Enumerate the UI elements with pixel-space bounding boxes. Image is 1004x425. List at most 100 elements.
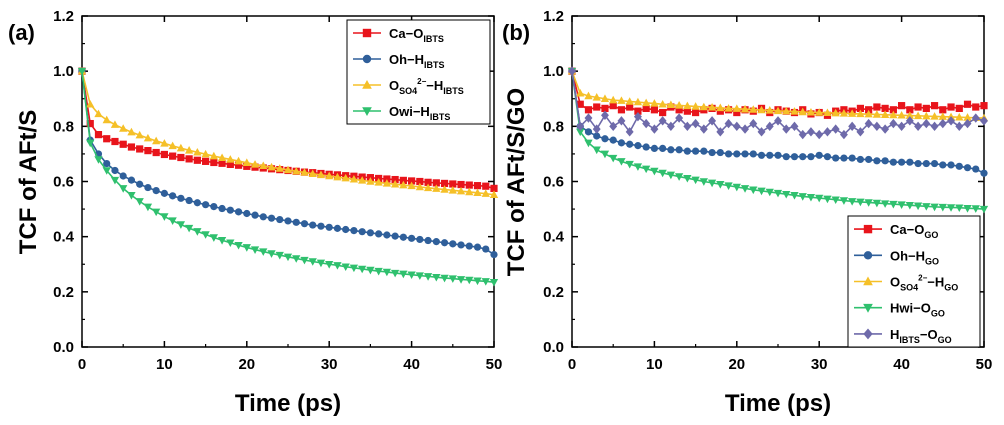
data-point-b-2 — [823, 108, 832, 117]
data-point-b-4 — [897, 121, 906, 132]
data-point-b-3 — [815, 194, 824, 203]
legend-marker-b-2 — [863, 276, 873, 286]
data-point-a-2 — [489, 190, 499, 198]
y-axis-title-b: TCF of AFt/S/GO — [503, 88, 530, 276]
legend-label-b-0: Ca−OGO — [890, 222, 938, 240]
data-point-b-3 — [880, 200, 890, 208]
data-point-a-0 — [210, 158, 218, 167]
legend-item-b-1: Oh−HGO — [854, 248, 939, 266]
data-point-b-3 — [889, 200, 898, 209]
data-point-a-3 — [300, 256, 309, 265]
data-point-a-3 — [366, 266, 375, 275]
y-tick-label-b: 0.0 — [543, 339, 564, 356]
data-point-b-4 — [774, 116, 782, 126]
data-point-b-3 — [724, 182, 733, 190]
legend-item-b-0: Ca−OGO — [854, 222, 938, 240]
data-point-a-3 — [110, 176, 120, 185]
y-tick-label-a: 1.0 — [53, 63, 74, 80]
data-point-a-3 — [160, 213, 169, 221]
data-point-a-3 — [102, 167, 111, 175]
data-point-a-0 — [399, 176, 407, 184]
y-tick-label-a: 0.8 — [53, 118, 74, 135]
data-point-a-1 — [111, 166, 119, 175]
data-point-a-1 — [127, 176, 136, 184]
data-point-a-3 — [267, 250, 276, 258]
data-point-b-3 — [848, 198, 857, 206]
data-point-b-3 — [740, 185, 750, 193]
data-point-a-1 — [391, 232, 399, 240]
data-point-a-1 — [152, 187, 160, 195]
data-point-b-1 — [724, 150, 733, 158]
data-point-b-3 — [674, 173, 684, 181]
data-point-b-0 — [881, 104, 889, 113]
data-point-b-0 — [889, 106, 897, 114]
data-point-a-3 — [440, 274, 449, 283]
legend-label-a-2: OSO42−−HIBTS — [389, 77, 464, 96]
data-point-b-0 — [650, 106, 658, 114]
data-point-b-1 — [675, 146, 683, 154]
data-point-b-4 — [625, 127, 634, 137]
y-tick-label-a: 0.2 — [53, 284, 74, 301]
data-point-a-0 — [383, 175, 391, 183]
data-point-a-3 — [242, 244, 251, 252]
data-point-a-3 — [184, 224, 194, 233]
data-point-a-2 — [448, 186, 457, 194]
data-point-b-1 — [947, 161, 955, 169]
data-point-a-3 — [201, 231, 210, 239]
data-point-a-1 — [416, 235, 424, 244]
data-point-a-3 — [127, 192, 136, 200]
series-b-4 — [568, 66, 988, 140]
data-point-a-0 — [490, 184, 498, 192]
data-point-a-2 — [382, 179, 392, 187]
data-point-a-1 — [317, 222, 325, 230]
data-point-a-2 — [152, 136, 161, 145]
data-point-a-1 — [440, 239, 449, 247]
data-point-a-0 — [152, 148, 160, 157]
data-point-b-0 — [584, 106, 593, 114]
data-point-b-4 — [905, 116, 914, 126]
data-point-b-0 — [626, 103, 634, 111]
data-point-b-4 — [658, 116, 667, 126]
data-point-b-0 — [947, 103, 955, 111]
data-point-b-2 — [872, 110, 882, 118]
data-point-b-0 — [642, 104, 650, 113]
data-point-a-2 — [333, 172, 342, 181]
data-point-a-2 — [193, 147, 202, 156]
data-point-a-3 — [415, 272, 424, 280]
data-point-a-0 — [160, 150, 168, 159]
legend-item-a-2: OSO42−−HIBTS — [353, 77, 464, 96]
data-point-a-2 — [275, 164, 284, 172]
data-point-b-1 — [898, 158, 906, 166]
series-b-1 — [568, 67, 988, 177]
data-point-b-0 — [609, 102, 617, 110]
data-point-a-2 — [358, 176, 367, 184]
data-point-b-3 — [930, 203, 939, 212]
data-point-a-0 — [193, 156, 201, 164]
data-point-a-2 — [94, 109, 103, 118]
data-point-a-1 — [465, 242, 473, 250]
data-point-b-0 — [898, 102, 906, 110]
data-point-b-4 — [633, 111, 642, 122]
data-point-a-2 — [341, 173, 350, 182]
data-point-a-1 — [366, 229, 374, 237]
data-point-a-3 — [489, 278, 499, 287]
data-point-a-3 — [275, 251, 284, 260]
data-point-b-1 — [593, 132, 601, 140]
data-point-b-3 — [666, 171, 676, 180]
data-point-b-4 — [666, 121, 675, 132]
data-point-b-3 — [839, 197, 849, 205]
data-point-a-2 — [234, 156, 243, 165]
data-point-a-0 — [144, 147, 152, 155]
data-point-b-1 — [617, 139, 626, 147]
data-point-b-2 — [790, 107, 799, 115]
legend-marker-a-0 — [362, 28, 372, 38]
data-point-a-0 — [226, 160, 234, 168]
data-point-a-1 — [267, 214, 276, 222]
data-point-b-4 — [609, 121, 618, 132]
data-point-a-3 — [250, 246, 260, 254]
data-point-b-4 — [872, 121, 881, 132]
data-point-a-1 — [309, 221, 317, 229]
data-point-b-1 — [955, 162, 963, 170]
data-point-b-4 — [699, 124, 708, 134]
